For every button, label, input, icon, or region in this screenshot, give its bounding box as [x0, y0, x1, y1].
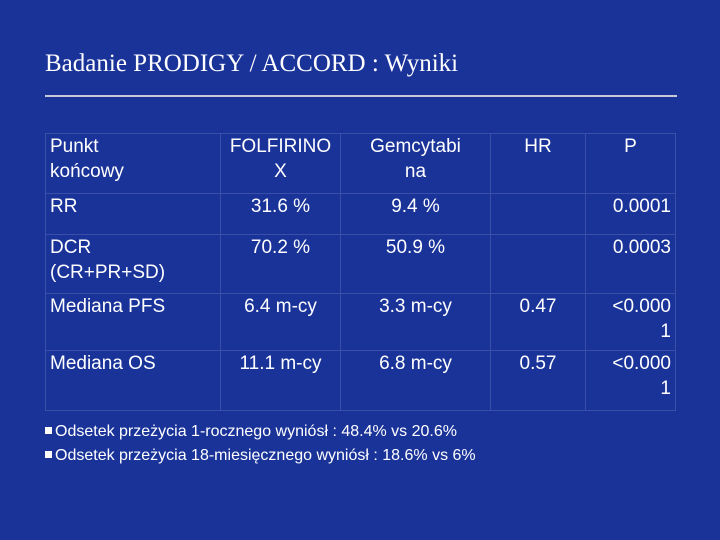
table-row: Mediana OS 11.1 m-cy 6.8 m-cy 0.57 <0.00…: [45, 350, 676, 411]
header-hr: HR: [490, 133, 586, 194]
results-table: Punkt końcowy FOLFIRINO X Gemcytabi na HR P…: [45, 133, 676, 411]
cell-endpoint: Mediana PFS: [45, 293, 221, 351]
cell-p: 0.0003: [585, 234, 676, 294]
page-title: Badanie PRODIGY / ACCORD : Wyniki: [45, 50, 459, 77]
cell-folfirinox: 31.6 %: [220, 193, 341, 235]
square-bullet-icon: [45, 427, 52, 434]
bullet-list: Odsetek przeżycia 1-rocznego wyniósł : 4…: [45, 420, 476, 468]
table-row: Mediana PFS 6.4 m-cy 3.3 m-cy 0.47 <0.00…: [45, 293, 676, 351]
cell-endpoint: Mediana OS: [45, 350, 221, 411]
cell-folfirinox: 11.1 m-cy: [220, 350, 341, 411]
table-header-row: Punkt końcowy FOLFIRINO X Gemcytabi na HR P: [45, 133, 676, 194]
header-folfirinox: FOLFIRINO X: [220, 133, 341, 194]
cell-folfirinox: 70.2 %: [220, 234, 341, 294]
header-endpoint: Punkt końcowy: [45, 133, 221, 194]
cell-folfirinox: 6.4 m-cy: [220, 293, 341, 351]
cell-hr: 0.57: [490, 350, 586, 411]
cell-p: <0.000 1: [585, 293, 676, 351]
cell-endpoint: RR: [45, 193, 221, 235]
cell-p: <0.000 1: [585, 350, 676, 411]
cell-hr: [490, 193, 586, 235]
cell-hr: 0.47: [490, 293, 586, 351]
cell-gemcitabine: 6.8 m-cy: [340, 350, 491, 411]
square-bullet-icon: [45, 451, 52, 458]
cell-p: 0.0001: [585, 193, 676, 235]
table-row: RR 31.6 % 9.4 % 0.0001: [45, 193, 676, 235]
cell-hr: [490, 234, 586, 294]
cell-endpoint: DCR (CR+PR+SD): [45, 234, 221, 294]
cell-gemcitabine: 3.3 m-cy: [340, 293, 491, 351]
table-row: DCR (CR+PR+SD) 70.2 % 50.9 % 0.0003: [45, 234, 676, 294]
cell-gemcitabine: 9.4 %: [340, 193, 491, 235]
header-gemcitabine: Gemcytabi na: [340, 133, 491, 194]
title-divider: [45, 95, 677, 97]
cell-gemcitabine: 50.9 %: [340, 234, 491, 294]
header-p: P: [585, 133, 676, 194]
list-item: Odsetek przeżycia 18-miesięcznego wyniós…: [45, 444, 476, 468]
list-item: Odsetek przeżycia 1-rocznego wyniósł : 4…: [45, 420, 476, 444]
